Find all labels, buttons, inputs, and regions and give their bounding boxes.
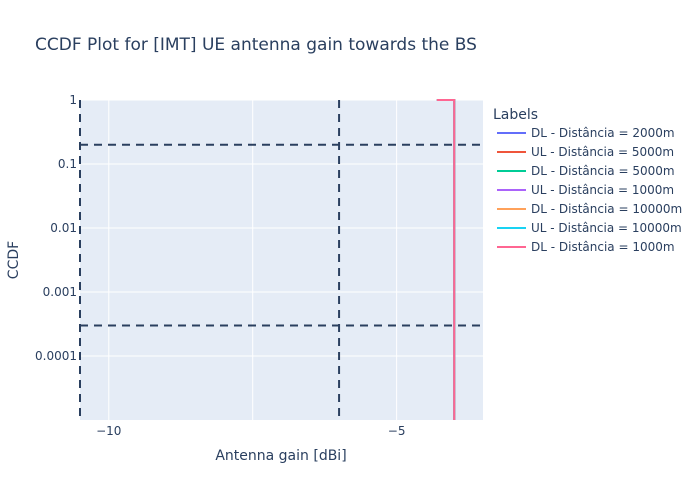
legend-item[interactable]: UL - Distância = 10000m xyxy=(497,221,682,235)
x-axis-label: Antenna gain [dBi] xyxy=(215,448,346,464)
data-series xyxy=(436,99,456,420)
legend-item[interactable]: UL - Distância = 1000m xyxy=(497,183,674,197)
y-tick-label: 0.0001 xyxy=(35,349,77,363)
legend[interactable]: Labels DL - Distância = 2000m UL - Distân… xyxy=(493,107,682,254)
y-tick-label: 1 xyxy=(69,93,77,107)
y-tick-label: 0.001 xyxy=(43,285,77,299)
x-tick-label: −5 xyxy=(388,424,406,438)
legend-label: UL - Distância = 5000m xyxy=(531,145,674,159)
legend-label: DL - Distância = 5000m xyxy=(531,164,675,178)
legend-item[interactable]: DL - Distância = 1000m xyxy=(497,240,675,254)
legend-label: DL - Distância = 1000m xyxy=(531,240,675,254)
legend-item[interactable]: UL - Distância = 5000m xyxy=(497,145,674,159)
legend-item[interactable]: DL - Distância = 2000m xyxy=(497,126,675,140)
legend-item[interactable]: DL - Distância = 5000m xyxy=(497,164,675,178)
y-tick-labels: 1 0.1 0.01 0.001 0.0001 xyxy=(35,93,77,363)
y-axis-label: CCDF xyxy=(6,241,22,279)
legend-label: DL - Distância = 2000m xyxy=(531,126,675,140)
legend-title: Labels xyxy=(493,107,538,123)
series-line xyxy=(436,99,456,420)
legend-label: UL - Distância = 1000m xyxy=(531,183,674,197)
legend-label: DL - Distância = 10000m xyxy=(531,202,682,216)
plot-area xyxy=(80,100,483,420)
reference-lines xyxy=(79,100,483,420)
x-tick-labels: −10 −5 xyxy=(96,424,405,438)
y-tick-label: 0.1 xyxy=(58,157,77,171)
y-tick-label: 0.01 xyxy=(50,221,77,235)
chart-title: CCDF Plot for [IMT] UE antenna gain towa… xyxy=(35,35,477,55)
legend-items[interactable]: DL - Distância = 2000m UL - Distância = 5… xyxy=(497,126,682,254)
x-tick-label: −10 xyxy=(96,424,121,438)
grid-lines xyxy=(80,99,483,420)
legend-item[interactable]: DL - Distância = 10000m xyxy=(497,202,682,216)
legend-label: UL - Distância = 10000m xyxy=(531,221,682,235)
